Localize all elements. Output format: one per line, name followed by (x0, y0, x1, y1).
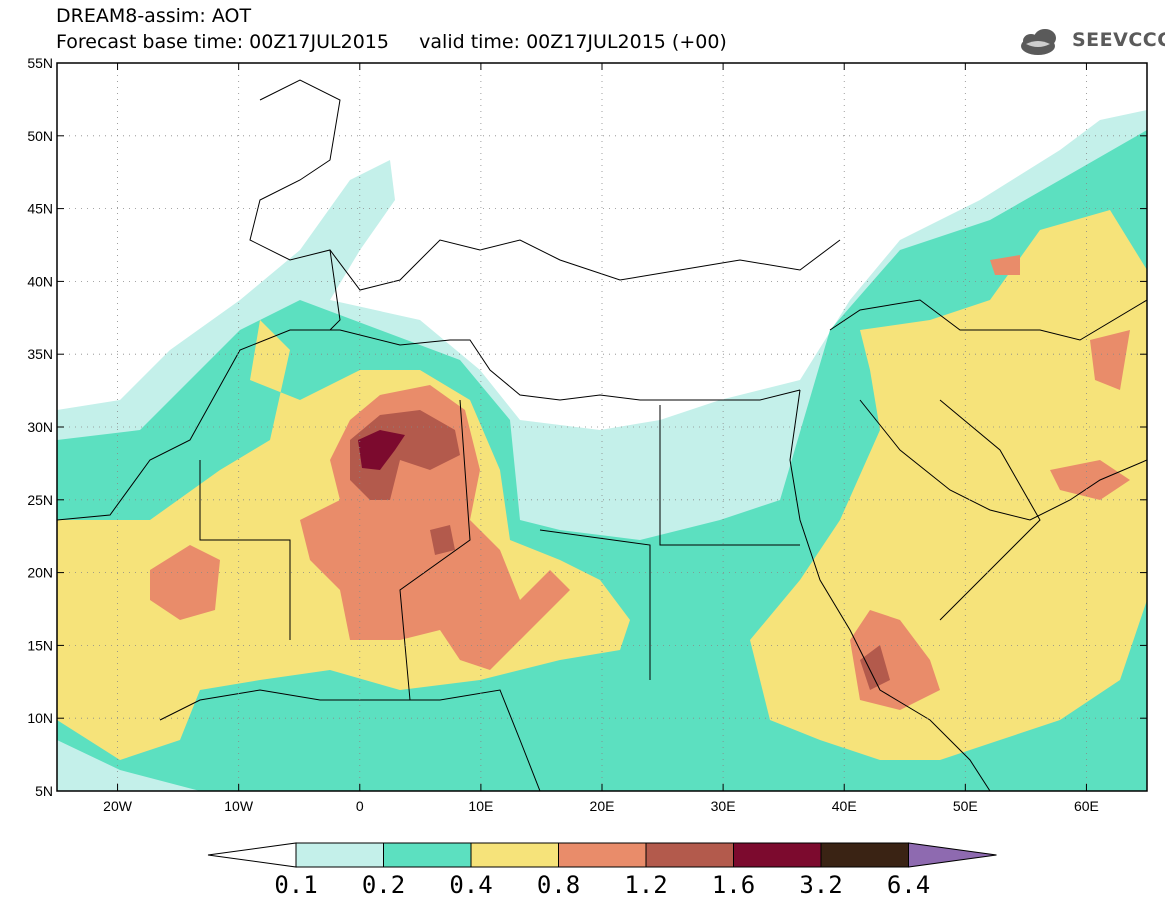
axis-ticks (57, 62, 1147, 792)
lon-label: 10E (468, 798, 493, 814)
colorbar-box (470, 842, 559, 868)
seevccc-logo (1021, 29, 1056, 55)
lon-label: 30E (711, 798, 736, 814)
lon-label: 0 (356, 798, 364, 814)
colorbar-box (820, 842, 909, 868)
lat-label: 10N (27, 710, 53, 726)
lat-label: 30N (27, 419, 53, 435)
colorbar-box (733, 842, 822, 868)
colorbar-threshold-label: 0.8 (537, 871, 580, 899)
latitude-labels: 55N 50N 45N 40N 35N 30N 25N 20N 15N 10N 5N (27, 55, 53, 799)
logo-text: SEEVCCC (1072, 29, 1165, 51)
lon-label: 10W (224, 798, 254, 814)
colorbar-threshold-label: 6.4 (887, 871, 930, 899)
colorbar-threshold-label: 0.2 (362, 871, 405, 899)
colorbar-box (645, 842, 734, 868)
lat-label: 5N (35, 783, 53, 799)
lon-label: 60E (1074, 798, 1099, 814)
colorbar-low-triangle (207, 842, 297, 868)
forecast-time-line: Forecast base time: 00Z17JUL2015 valid t… (56, 31, 727, 53)
lat-label: 40N (27, 273, 53, 289)
lon-label: 20W (103, 798, 133, 814)
aot-contour-1.6 (358, 430, 405, 470)
colorbar-labels: 0.1 0.2 0.4 0.8 1.2 1.6 3.2 6.4 (274, 871, 930, 899)
colorbar (207, 842, 997, 868)
colorbar-high-triangle (908, 842, 997, 868)
colorbar-threshold-label: 3.2 (799, 871, 842, 899)
colorbar-threshold-label: 1.2 (624, 871, 667, 899)
lat-label: 20N (27, 565, 53, 581)
colorbar-box (295, 842, 384, 868)
map-title: DREAM8-assim: AOT (56, 5, 252, 27)
lat-label: 15N (27, 637, 53, 653)
aot-contour-0.8 (150, 255, 1130, 710)
colorbar-threshold-label: 0.4 (449, 871, 492, 899)
lat-label: 45N (27, 201, 53, 217)
graticule (57, 63, 1147, 791)
lon-label: 50E (953, 798, 978, 814)
lat-label: 35N (27, 346, 53, 362)
aot-contour-1.2 (350, 410, 890, 690)
coastlines (57, 79, 1147, 791)
lat-label: 50N (27, 128, 53, 144)
colorbar-box (558, 842, 647, 868)
lat-label: 55N (27, 55, 53, 71)
colorbar-box (383, 842, 472, 868)
lat-label: 25N (27, 492, 53, 508)
longitude-labels: 20W 10W 0 10E 20E 30E 40E 50E 60E (103, 798, 1099, 814)
lon-label: 20E (590, 798, 615, 814)
colorbar-threshold-label: 1.6 (712, 871, 755, 899)
colorbar-threshold-label: 0.1 (274, 871, 317, 899)
lon-label: 40E (832, 798, 857, 814)
